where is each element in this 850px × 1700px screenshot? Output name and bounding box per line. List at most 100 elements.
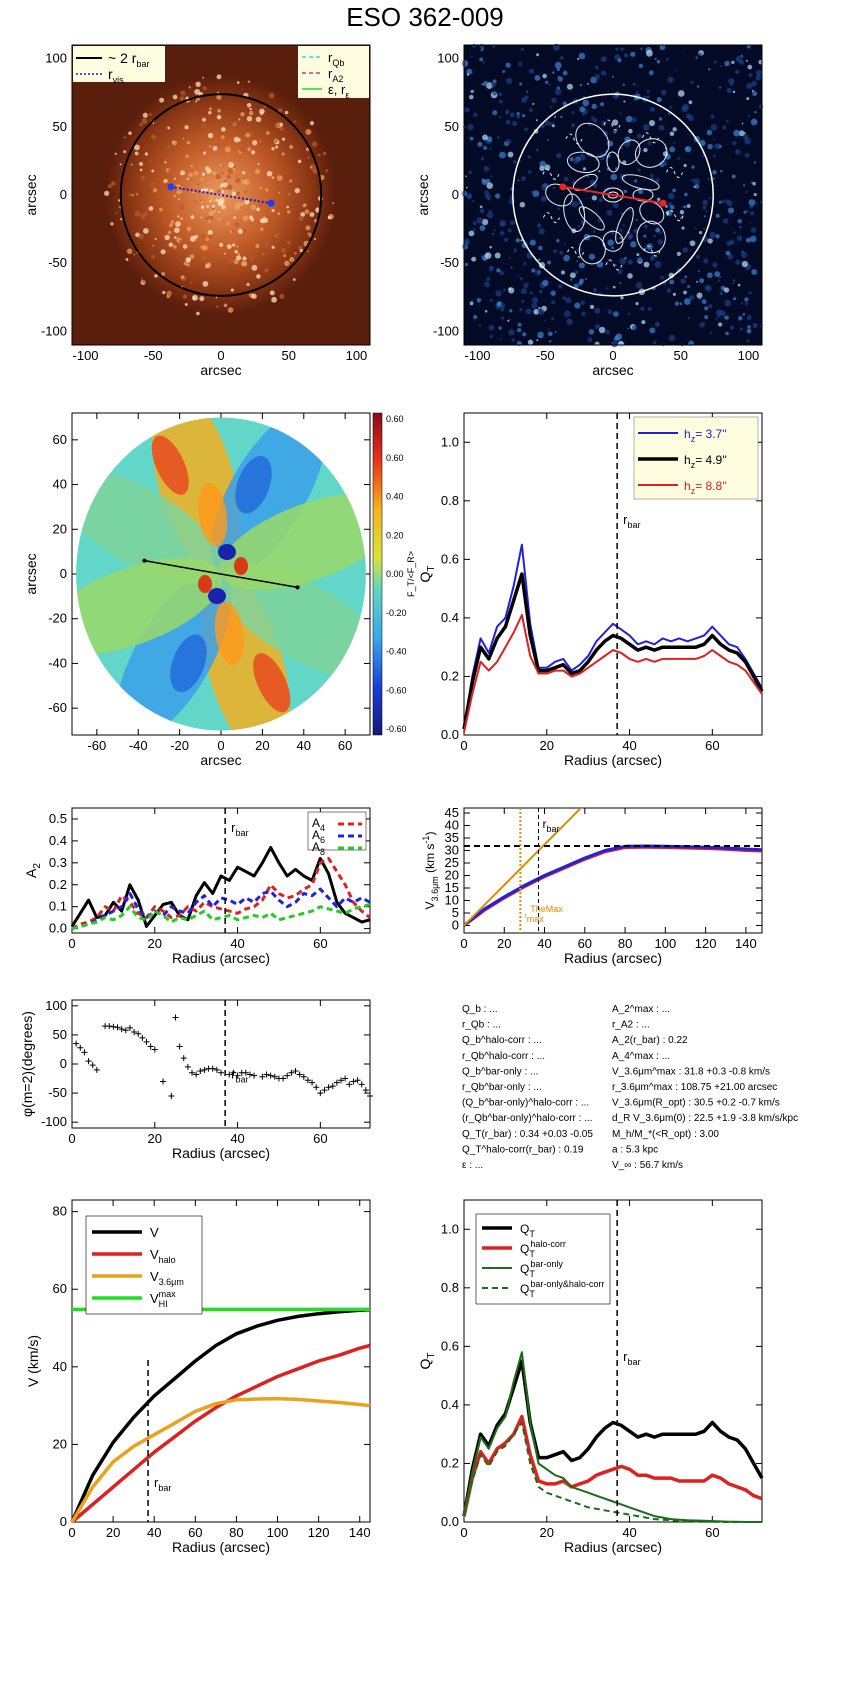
plot-frame	[463, 44, 763, 346]
gas-cloud	[483, 257, 487, 261]
gas-cloud	[485, 277, 491, 282]
star-cluster	[230, 126, 234, 131]
star-cluster	[322, 151, 327, 156]
gas-cloud	[758, 104, 764, 109]
gas-cloud	[742, 312, 746, 316]
contour	[636, 220, 666, 254]
parameter-entry: Q_T^halo-corr(r_bar) : 0.19	[462, 1144, 584, 1155]
gas-cloud	[610, 173, 618, 181]
gas-cloud	[691, 165, 695, 169]
gas-cloud	[693, 178, 700, 185]
gas-cloud	[499, 231, 505, 236]
rbar-label: rbar	[154, 1475, 171, 1493]
gas-cloud	[710, 124, 718, 131]
gas-cloud	[746, 315, 752, 321]
gas-cloud	[615, 47, 619, 51]
y-tick-label: 0.4	[441, 1397, 459, 1412]
gas-cloud	[630, 241, 637, 248]
phase-point	[89, 1062, 96, 1069]
x-tick-label: 20	[106, 1525, 120, 1540]
p10-axes: 0 20 40 60 0.0 0.2 0.4 0.6 0.8 1.0 Radius (arcsec)…	[417, 1199, 764, 1555]
rbar-label: rbar	[623, 512, 640, 530]
gas-cloud	[727, 207, 735, 214]
gas-cloud	[646, 49, 653, 57]
star-cluster	[221, 190, 225, 194]
gas-cloud	[525, 308, 532, 315]
star-cluster	[275, 122, 281, 128]
gas-cloud	[649, 106, 655, 112]
gas-cloud	[571, 201, 578, 208]
gas-cloud	[521, 176, 526, 182]
star-cluster	[188, 86, 191, 89]
contour	[617, 139, 641, 166]
y-tick-label: -100	[41, 1114, 67, 1129]
y-axis-label: V (km/s)	[25, 1335, 41, 1387]
gas-cloud	[518, 62, 523, 66]
parameter-entry: ε : ...	[462, 1160, 483, 1171]
gas-cloud	[563, 242, 566, 245]
gas-cloud	[556, 67, 560, 72]
star-cluster	[310, 166, 313, 169]
gas-cloud	[719, 276, 721, 278]
gas-cloud	[479, 324, 481, 327]
gas-cloud	[484, 252, 492, 259]
qt-decomp-line	[462, 1414, 763, 1517]
x-tick-label: 40	[622, 1525, 636, 1540]
gas-cloud	[752, 91, 758, 97]
x-tick-label: -40	[129, 738, 148, 753]
star-cluster	[107, 184, 112, 189]
gas-cloud	[557, 76, 563, 82]
star-cluster	[123, 150, 127, 154]
gas-cloud	[638, 63, 644, 69]
gas-cloud	[554, 116, 557, 118]
rbar-label: rbar	[623, 1349, 640, 1367]
gas-cloud	[654, 57, 657, 61]
gas-cloud	[715, 234, 720, 239]
plot-frame	[71, 999, 371, 1129]
gas-cloud	[732, 297, 737, 301]
gas-cloud	[620, 47, 624, 51]
star-cluster	[174, 227, 180, 234]
gas-cloud	[560, 115, 563, 119]
star-cluster	[215, 296, 218, 299]
gas-cloud	[614, 264, 617, 267]
y-tick-label: -40	[48, 655, 67, 670]
phase-point	[292, 1067, 299, 1074]
am-series-line	[71, 903, 371, 931]
contour-dashed	[565, 133, 583, 145]
x-tick-label: 0	[217, 348, 224, 363]
star-cluster	[257, 232, 260, 234]
gas-cloud	[713, 60, 717, 64]
y-tick-label: 40	[53, 1359, 67, 1374]
star-cluster	[190, 281, 193, 284]
phase-point	[172, 1014, 179, 1021]
gas-cloud	[681, 105, 688, 113]
gas-cloud	[688, 100, 693, 105]
phase-point	[350, 1078, 357, 1085]
star-cluster	[195, 81, 201, 87]
star-cluster	[208, 110, 212, 115]
star-cluster	[279, 293, 285, 300]
gas-cloud	[677, 157, 680, 160]
y-tick-label: 0.0	[441, 1514, 459, 1529]
phase-point	[126, 1024, 133, 1031]
colorbar-tick-label: 0.00	[386, 569, 404, 579]
gas-cloud	[631, 116, 637, 123]
y-tick-label: 20	[53, 1436, 67, 1451]
gas-cloud	[617, 58, 622, 63]
star-cluster	[226, 174, 231, 179]
x-tick-label: 60	[705, 1525, 719, 1540]
legend-label: QThalo-corr	[520, 1239, 566, 1259]
gas-cloud	[506, 77, 513, 85]
star-cluster	[286, 210, 291, 214]
parameter-entry: Q_b : ...	[462, 1004, 498, 1015]
legend-label: ε, rε	[328, 82, 349, 100]
y-tick-label: 0.6	[441, 1338, 459, 1353]
star-cluster	[242, 215, 249, 221]
star-cluster	[193, 252, 196, 256]
star-cluster	[307, 250, 309, 252]
gas-cloud	[469, 136, 474, 141]
gas-cloud	[463, 240, 470, 247]
gas-cloud	[582, 167, 587, 171]
star-cluster	[205, 166, 210, 171]
